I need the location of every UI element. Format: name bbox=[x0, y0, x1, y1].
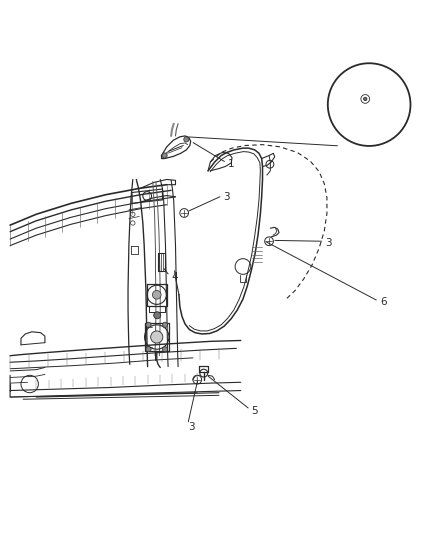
Text: 3: 3 bbox=[223, 192, 230, 202]
Text: 6: 6 bbox=[380, 297, 387, 307]
Circle shape bbox=[146, 322, 151, 327]
Circle shape bbox=[154, 312, 161, 319]
Circle shape bbox=[152, 290, 161, 299]
Text: 4: 4 bbox=[171, 272, 178, 282]
Circle shape bbox=[146, 346, 151, 352]
Text: 3: 3 bbox=[325, 238, 332, 247]
Circle shape bbox=[162, 346, 168, 352]
Text: 7: 7 bbox=[380, 131, 387, 141]
Circle shape bbox=[162, 322, 168, 327]
Text: 5: 5 bbox=[252, 406, 258, 416]
Circle shape bbox=[184, 137, 189, 142]
Circle shape bbox=[364, 97, 367, 101]
Circle shape bbox=[151, 331, 163, 343]
Text: 1: 1 bbox=[228, 159, 234, 169]
Circle shape bbox=[328, 63, 410, 146]
Circle shape bbox=[162, 153, 167, 158]
Text: 3: 3 bbox=[188, 422, 195, 432]
